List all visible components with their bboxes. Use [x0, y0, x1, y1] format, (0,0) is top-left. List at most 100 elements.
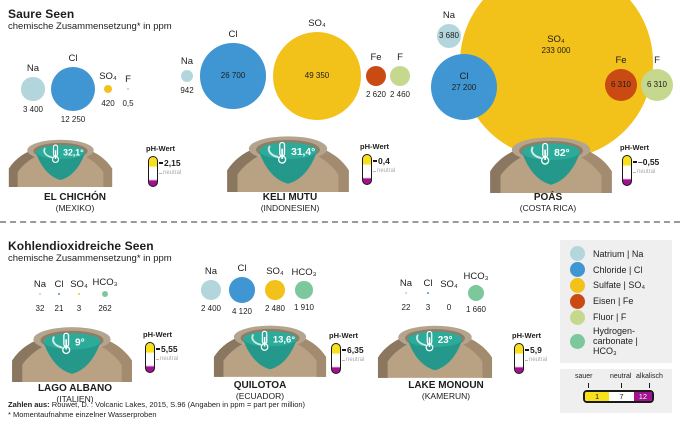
ph-value-tick: [524, 349, 529, 351]
ion-value-label: 27 200: [451, 83, 477, 92]
legend-item-label: Fluor | F: [593, 312, 627, 323]
ph-neutral-tick: [158, 172, 162, 174]
ion-symbol-label: SO₄: [99, 70, 117, 82]
ph-value-label: 5,55: [161, 343, 178, 354]
ph-axis-label-alkalisch: alkalisch: [636, 373, 663, 380]
ion-symbol-label: Na: [180, 55, 194, 67]
lake-name: KELI MUTU: [262, 192, 318, 203]
ion-bubble: [21, 77, 45, 101]
ph-neutral-label: neutral: [529, 356, 548, 363]
ph-widget-title: pH-Wert: [620, 143, 650, 152]
ion-bubble: [605, 69, 637, 101]
source-note-text: Rouwet, D. : Volcanic Lakes, 2015, S.96 …: [49, 400, 306, 409]
ion-bubble: [272, 31, 362, 121]
ion-value-label: 26 700: [220, 71, 246, 80]
footnote: * Momentaufnahme einzelner Wasserproben: [8, 410, 157, 419]
ph-neutral-tick: [341, 359, 345, 361]
ph-scale-bar: [514, 343, 524, 374]
volcano-illustration: 9°: [11, 316, 133, 383]
ion-value-label: 3: [76, 304, 82, 313]
ion-bubble: [427, 292, 429, 294]
ph-neutral-label: neutral: [637, 168, 656, 175]
source-note: Zahlen aus: Rouwet, D. : Volcanic Lakes,…: [8, 400, 305, 409]
ion-bubble: [78, 293, 80, 295]
sulfate-swatch-icon: [570, 278, 585, 294]
legend-item: Natrium | Na: [560, 246, 672, 262]
ph-axis-segment-neutral: 7: [609, 392, 634, 401]
ph-neutral-tick: [632, 171, 636, 173]
ion-value-label: 4 120: [231, 306, 253, 316]
lake-name: POÁS: [533, 192, 563, 203]
hydrogencarbonate-swatch-icon: [570, 333, 585, 349]
eisen-swatch-icon: [570, 293, 585, 309]
ion-value-label: 1 660: [465, 305, 487, 315]
ion-value-label: 1 910: [293, 302, 315, 312]
lake-name: LAKE MONOUN: [408, 380, 484, 391]
ph-neutral-label: neutral: [346, 356, 365, 363]
ion-value-label: 21: [54, 304, 64, 313]
ion-symbol-label: HCO₃: [92, 276, 118, 288]
ion-symbol-label: Na: [26, 63, 40, 75]
ion-symbol-label: Cl: [68, 52, 78, 64]
ion-bubble: [365, 65, 387, 87]
volcano-illustration: 31,4°: [226, 125, 350, 193]
ph-axis-label-neutral: neutral: [610, 373, 632, 380]
ion-value-label: 942: [180, 86, 194, 96]
lake-country: (ECUADOR): [235, 391, 285, 401]
ion-bubble: [201, 280, 221, 300]
natrium-swatch-icon: [570, 246, 585, 262]
legend-item-label: Chloride | Cl: [593, 264, 643, 275]
legend-item-label: Eisen | Fe: [593, 296, 634, 307]
ion-bubble: [295, 281, 313, 299]
ion-value-label: 2 480: [264, 303, 286, 313]
ph-value-label: 6,35: [347, 344, 364, 355]
ph-axis-tick: [588, 383, 589, 388]
ion-symbol-label: Cl: [423, 278, 433, 289]
ion-value-label: 3 400: [22, 104, 44, 114]
ion-bubble: [229, 277, 255, 303]
ion-symbol-label: SO₄: [547, 34, 565, 45]
ion-value-label: 233 000: [541, 46, 571, 55]
legend-item: Sulfate | SO₄: [560, 278, 672, 294]
ion-value-label: 3 680: [438, 31, 460, 40]
ph-value-tick: [155, 348, 160, 350]
lake-name: EL CHICHÓN: [43, 192, 107, 203]
section-divider: [0, 221, 680, 223]
ion-symbol-label: HCO₃: [291, 267, 317, 279]
ph-axis-tick: [621, 383, 622, 388]
legend-item: Hydrogen-carbonate | HCO₃: [560, 326, 672, 357]
ion-bubble: [103, 84, 113, 94]
ion-symbol-label: Cl: [228, 29, 238, 41]
ion-value-label: 12 250: [60, 115, 86, 125]
chloride-swatch-icon: [570, 262, 585, 278]
ion-value-label: 49 350: [304, 71, 330, 80]
ph-value-tick: [632, 161, 637, 163]
ion-bubble: [641, 69, 673, 101]
lake-country: (KAMERUN): [421, 391, 471, 401]
ion-symbol-label: HCO₃: [463, 270, 489, 282]
ph-neutral-label: neutral: [160, 355, 179, 362]
co2-lakes-section-title: Kohlendioxidreiche Seen: [8, 239, 154, 253]
ion-value-label: 3: [425, 303, 431, 312]
ion-symbol-label: SO₄: [440, 279, 458, 290]
ph-scale-legend: sauer neutral alkalisch 1 7 12: [560, 369, 672, 413]
ph-axis-label-sauer: sauer: [575, 373, 593, 380]
ion-bubble: [101, 290, 109, 298]
ph-axis-tick: [649, 383, 650, 388]
lake-name: LAGO ALBANO: [37, 383, 113, 394]
ion-symbol-label: SO₄: [308, 17, 326, 29]
acid-lakes-section-title: Saure Seen: [8, 7, 75, 21]
ph-neutral-tick: [524, 359, 528, 361]
svg-text:23°: 23°: [438, 335, 453, 346]
ph-neutral-label: neutral: [163, 169, 182, 176]
ph-value-tick: [341, 349, 346, 351]
ion-symbol-label: Cl: [54, 279, 64, 290]
ion-legend: Natrium | Na Chloride | Cl Sulfate | SO₄…: [560, 240, 672, 363]
volcano-illustration: 82°: [489, 126, 613, 194]
svg-text:31,4°: 31,4°: [291, 147, 315, 158]
ph-scale-bar: [331, 343, 341, 374]
ion-bubble: [50, 66, 96, 112]
svg-text:82°: 82°: [554, 148, 570, 159]
ph-value-label: 5,9: [530, 344, 542, 355]
ion-symbol-label: SO₄: [70, 279, 88, 290]
